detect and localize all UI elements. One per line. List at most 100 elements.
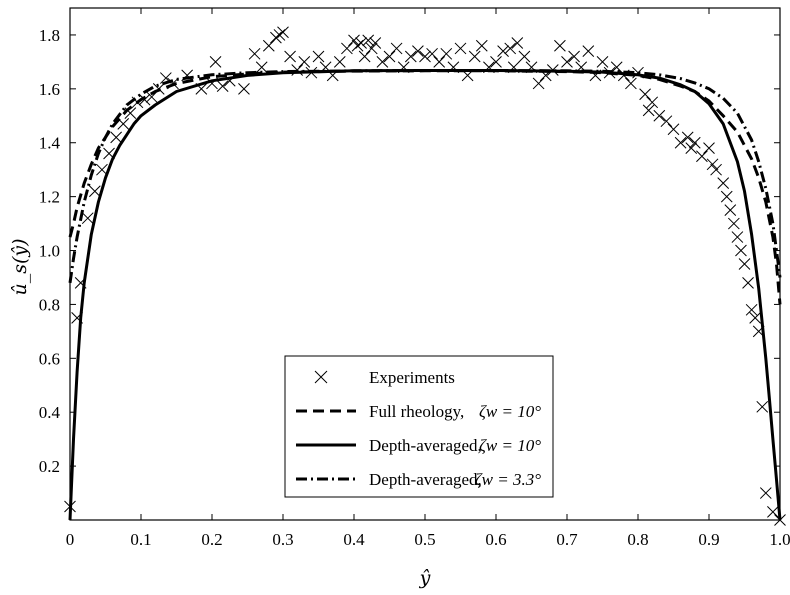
data-point: [511, 37, 524, 49]
data-point: [745, 303, 758, 316]
data-point: [532, 77, 545, 90]
x-tick-label: 0.2: [201, 530, 222, 549]
y-axis-title: û_s(ŷ): [9, 238, 31, 295]
data-point: [312, 50, 325, 63]
legend-entry: Depth-averaged,ζw = 3.3°: [296, 470, 541, 489]
data-point: [468, 50, 481, 63]
data-point: [735, 244, 747, 257]
data-point: [731, 231, 744, 243]
legend-label: Full rheology,: [369, 402, 464, 421]
data-point: [639, 88, 651, 101]
x-tick-label: 1.0: [769, 530, 790, 549]
data-point: [582, 45, 595, 57]
data-point: [369, 37, 382, 49]
x-tick-label: 0.5: [414, 530, 435, 549]
data-point: [248, 47, 261, 60]
y-tick-label: 1.4: [39, 134, 61, 153]
data-point: [685, 142, 698, 154]
data-point: [209, 56, 222, 68]
data-point: [703, 142, 715, 154]
data-point: [348, 34, 360, 47]
data-point: [110, 131, 123, 144]
data-point: [749, 312, 762, 324]
x-tick-label: 0.3: [272, 530, 293, 549]
data-point: [720, 190, 733, 203]
data-point: [419, 50, 431, 63]
legend-entry: Full rheology, ζw = 10°: [296, 402, 541, 421]
data-point: [216, 80, 229, 93]
data-point: [145, 91, 158, 103]
data-point: [497, 45, 509, 57]
legend-parameter: ζw = 10°: [479, 402, 541, 421]
data-point: [475, 39, 488, 52]
data-point: [742, 277, 754, 289]
data-point: [341, 42, 353, 55]
data-point: [355, 37, 367, 49]
legend-entry: Experiments: [314, 368, 455, 387]
legend-label: Depth-averaged,: [369, 436, 482, 455]
data-point: [596, 56, 609, 68]
data-point: [390, 42, 403, 55]
data-point: [681, 131, 694, 144]
data-point: [433, 56, 446, 68]
plot-frame: [69, 7, 781, 521]
legend-label: Experiments: [369, 368, 455, 387]
data-point: [238, 82, 250, 95]
series-line: [68, 69, 782, 521]
data-point: [696, 150, 708, 163]
data-point: [706, 158, 719, 171]
data-point: [625, 77, 637, 90]
data-point: [646, 96, 659, 109]
data-point: [262, 39, 275, 52]
data-point: [426, 47, 438, 60]
y-tick-label: 1.0: [39, 242, 60, 261]
data-point: [284, 50, 296, 63]
data-point: [727, 217, 740, 230]
x-tick-label: 0: [66, 530, 75, 549]
x-tick-label: 0.8: [627, 530, 648, 549]
data-point: [440, 47, 453, 60]
data-point: [759, 487, 772, 499]
x-axis-title: ŷ: [419, 567, 431, 589]
legend-parameter: ζw = 10°: [479, 436, 541, 455]
data-point: [738, 258, 751, 270]
data-point: [667, 123, 680, 136]
data-point: [653, 109, 666, 122]
data-point: [724, 204, 737, 216]
data-point: [454, 42, 467, 55]
data-point: [412, 45, 424, 57]
data-point: [273, 29, 286, 41]
x-tick-label: 0.9: [698, 530, 719, 549]
data-point: [767, 506, 779, 518]
data-point: [277, 26, 289, 39]
series-2: [68, 69, 782, 521]
x-tick-label: 0.6: [485, 530, 506, 549]
data-point: [383, 50, 396, 63]
y-axis: 0.2 0.4 0.6 0.8 1.0 1.2 1.4 1.6 1.8: [39, 26, 780, 476]
data-point: [88, 185, 101, 198]
y-tick-label: 0.8: [39, 295, 60, 314]
y-tick-label: 0.2: [39, 457, 60, 476]
data-point: [298, 56, 311, 68]
x-tick-label: 0.4: [343, 530, 365, 549]
data-point: [333, 56, 346, 68]
data-point: [568, 50, 580, 63]
data-point: [255, 61, 268, 74]
legend-entry: Depth-averaged,ζw = 10°: [296, 436, 541, 455]
data-point: [717, 177, 730, 190]
data-point: [642, 104, 655, 117]
data-point: [362, 34, 375, 47]
data-point: [404, 50, 417, 63]
data-point: [660, 115, 673, 128]
data-point: [518, 50, 531, 63]
data-point: [504, 42, 517, 55]
x-axis: 0 0.1 0.2 0.3 0.4 0.5 0.6 0.7 0.8 0.9 1.0: [66, 8, 790, 549]
legend-marker: [314, 370, 328, 384]
data-point: [688, 136, 701, 149]
legend-box: [284, 355, 554, 498]
data-point: [674, 136, 687, 149]
legend-label: Depth-averaged,: [369, 470, 482, 489]
y-tick-label: 1.6: [39, 80, 60, 99]
